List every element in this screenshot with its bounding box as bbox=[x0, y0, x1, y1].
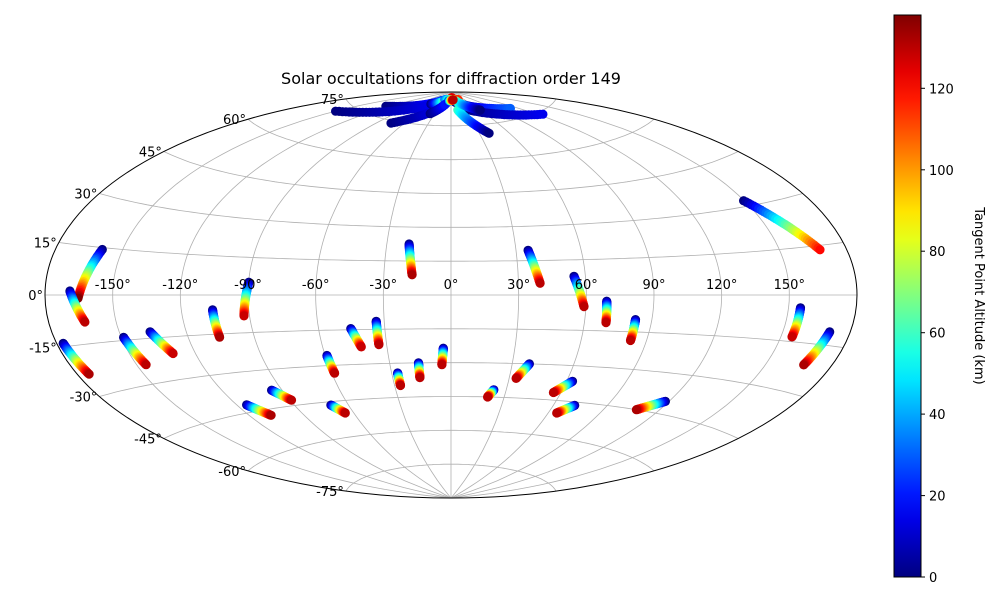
occultation-point bbox=[84, 369, 94, 379]
occultation-point bbox=[631, 405, 642, 415]
occultation-point bbox=[215, 332, 225, 342]
occultation-point bbox=[407, 270, 417, 280]
colorbar: 0 20 40 60 80 100 120 Tangent Point Altitude (… bbox=[893, 14, 986, 586]
colorbar-label: Tangent Point Altitude (km) bbox=[971, 206, 986, 384]
occultation-point bbox=[787, 332, 797, 342]
lon-tick-label: -150° bbox=[95, 278, 131, 293]
occultation-point bbox=[239, 311, 249, 321]
lat-tick-label: 0° bbox=[28, 289, 43, 304]
occultation-point bbox=[395, 380, 406, 391]
occultation-point bbox=[80, 317, 90, 327]
occultation-point bbox=[601, 318, 611, 328]
parallel-line bbox=[345, 463, 557, 492]
colorbar-ticks: 0 20 40 60 80 100 120 bbox=[921, 82, 954, 586]
parallel-line bbox=[99, 193, 803, 228]
parallel-line bbox=[163, 151, 739, 194]
parallel-line bbox=[247, 118, 655, 161]
occultation-point bbox=[374, 340, 384, 350]
occultation-point bbox=[266, 410, 276, 420]
occultation-point bbox=[484, 128, 494, 138]
lat-tick-label: 30° bbox=[74, 188, 97, 203]
colorbar-gradient bbox=[893, 14, 922, 578]
lat-tick-label: 75° bbox=[321, 93, 344, 108]
lat-tick-label: 60° bbox=[223, 113, 246, 128]
lon-tick-label: 120° bbox=[706, 278, 737, 293]
parallel-line bbox=[99, 362, 803, 397]
occultation-point bbox=[552, 408, 562, 418]
graticule bbox=[45, 92, 857, 498]
occultation-point bbox=[483, 392, 493, 402]
colorbar-tick-label: 60 bbox=[929, 327, 946, 342]
lat-tick-label: -15° bbox=[29, 342, 57, 357]
occultation-point bbox=[475, 105, 485, 115]
occultation-point bbox=[340, 408, 350, 418]
lat-tick-label: -75° bbox=[316, 485, 344, 500]
latitude-tick-labels: 75° 60° 45° 30° 15° 0° -15° -30° -45° -60° -75° bbox=[28, 93, 344, 500]
occultation-point bbox=[286, 395, 297, 405]
lat-tick-label: -45° bbox=[134, 433, 162, 448]
occultation-point bbox=[548, 387, 559, 398]
colorbar-tick-label: 100 bbox=[929, 164, 954, 179]
occultation-point bbox=[815, 245, 825, 255]
map-border bbox=[44, 91, 858, 499]
chart-title: Solar occultations for diffraction order… bbox=[281, 69, 621, 88]
occultation-point bbox=[141, 360, 151, 370]
lon-tick-label: 30° bbox=[507, 278, 530, 293]
occultation-point bbox=[168, 348, 178, 359]
lon-tick-label: -120° bbox=[162, 278, 198, 293]
occultation-point bbox=[437, 360, 447, 370]
lon-tick-label: -30° bbox=[369, 278, 397, 293]
colorbar-tick-label: 20 bbox=[929, 490, 946, 505]
lon-tick-label: 60° bbox=[575, 278, 598, 293]
lat-tick-label: 15° bbox=[34, 237, 57, 252]
parallel-line bbox=[247, 429, 655, 472]
lat-tick-label: 45° bbox=[139, 146, 162, 161]
lat-tick-label: -30° bbox=[70, 391, 98, 406]
longitude-tick-labels: -150° -120° -90° -60° -30° 0° 30° 60° 90° 120° 150… bbox=[95, 278, 805, 293]
colorbar-tick-label: 120 bbox=[929, 82, 954, 97]
lon-tick-label: 90° bbox=[642, 278, 665, 293]
lon-tick-label: 0° bbox=[444, 278, 459, 293]
parallel-line bbox=[58, 328, 844, 348]
occultation-point bbox=[799, 360, 809, 370]
occultation-point bbox=[448, 95, 458, 105]
occultation-point bbox=[625, 335, 636, 346]
lat-tick-label: -60° bbox=[218, 465, 246, 480]
colorbar-tick-label: 0 bbox=[929, 571, 937, 586]
occultation-points bbox=[58, 93, 835, 420]
occultation-point bbox=[579, 302, 589, 312]
occultation-point bbox=[330, 368, 340, 378]
map-plot-area bbox=[44, 91, 858, 499]
occultation-point bbox=[511, 373, 521, 383]
parallel-line bbox=[163, 396, 739, 439]
occultation-point bbox=[538, 109, 548, 119]
lon-tick-label: -90° bbox=[234, 278, 262, 293]
lon-tick-label: 150° bbox=[774, 278, 805, 293]
colorbar-tick-label: 80 bbox=[929, 245, 946, 260]
occultation-point bbox=[356, 342, 366, 352]
occultation-point bbox=[415, 373, 425, 383]
occultation-point bbox=[535, 278, 545, 288]
lon-tick-label: -60° bbox=[302, 278, 330, 293]
parallel-line bbox=[58, 242, 844, 262]
colorbar-tick-label: 40 bbox=[929, 408, 946, 423]
